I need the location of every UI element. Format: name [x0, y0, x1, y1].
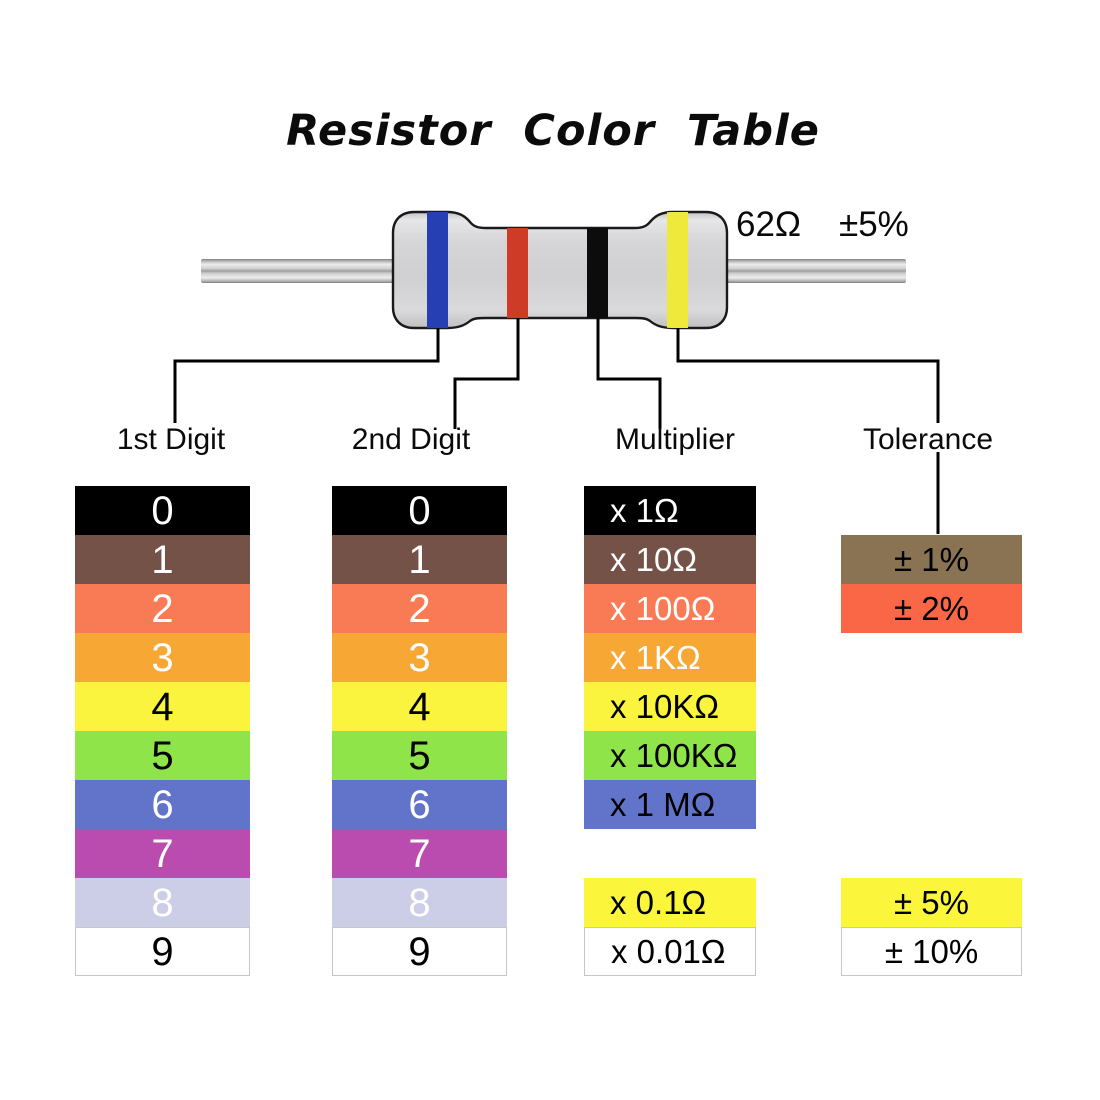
digit2-cell-9: 9	[332, 927, 507, 976]
header-multiplier: Multiplier	[614, 423, 736, 456]
multiplier-cell-6: x 1 MΩ	[584, 780, 756, 829]
connector-band4-to-tolerance	[676, 328, 940, 423]
digit1-cell-2: 2	[75, 584, 250, 633]
yellow-band	[667, 212, 688, 328]
resistance-value-label: 62Ω	[736, 205, 802, 244]
connector-band1-to-1st-digit	[173, 328, 440, 423]
digit2-cell-4: 4	[332, 682, 507, 731]
multiplier-cell-4: x 10KΩ	[584, 682, 756, 731]
digit2-cell-5: 5	[332, 731, 507, 780]
digit1-cell-8: 8	[75, 878, 250, 927]
header-2nd-digit: 2nd Digit	[351, 423, 471, 456]
multiplier-cell-1: x 10Ω	[584, 535, 756, 584]
multiplier-cell-3: x 1KΩ	[584, 633, 756, 682]
digit2-cell-1: 1	[332, 535, 507, 584]
resistor-diagram	[173, 210, 940, 534]
multiplier-cell-2: x 100Ω	[584, 584, 756, 633]
multiplier-cell-0: x 1Ω	[584, 486, 756, 535]
digit1-cell-9: 9	[75, 927, 250, 976]
blue-band	[427, 212, 448, 328]
left-lead-wire	[201, 259, 396, 283]
digit2-cell-0: 0	[332, 486, 507, 535]
digit2-cell-8: 8	[332, 878, 507, 927]
tolerance-cell-1: ± 1%	[841, 535, 1022, 584]
header-1st-digit: 1st Digit	[116, 423, 226, 456]
connector-band2-to-2nd-digit	[453, 318, 520, 429]
page-title: Resistor Color Table	[286, 106, 820, 156]
digit2-cell-2: 2	[332, 584, 507, 633]
multiplier-cell-8: x 0.1Ω	[584, 878, 756, 927]
digit1-cell-0: 0	[75, 486, 250, 535]
digit1-cell-4: 4	[75, 682, 250, 731]
black-band	[587, 212, 608, 328]
tolerance-cell-9: ± 10%	[841, 927, 1022, 976]
resistor-body	[391, 210, 729, 330]
tolerance-cell-2: ± 2%	[841, 584, 1022, 633]
digit1-cell-6: 6	[75, 780, 250, 829]
header-tolerance: Tolerance	[862, 423, 994, 456]
digit2-cell-6: 6	[332, 780, 507, 829]
right-lead-wire	[724, 259, 906, 283]
connector-band3-to-multiplier	[596, 318, 662, 429]
digit1-cell-1: 1	[75, 535, 250, 584]
multiplier-cell-5: x 100KΩ	[584, 731, 756, 780]
tolerance-value-label: ±5%	[839, 205, 909, 244]
digit1-cell-5: 5	[75, 731, 250, 780]
red-band	[507, 212, 528, 328]
digit1-cell-7: 7	[75, 829, 250, 878]
multiplier-cell-9: x 0.01Ω	[584, 927, 756, 976]
digit2-cell-3: 3	[332, 633, 507, 682]
tolerance-cell-8: ± 5%	[841, 878, 1022, 927]
digit2-cell-7: 7	[332, 829, 507, 878]
digit1-cell-3: 3	[75, 633, 250, 682]
